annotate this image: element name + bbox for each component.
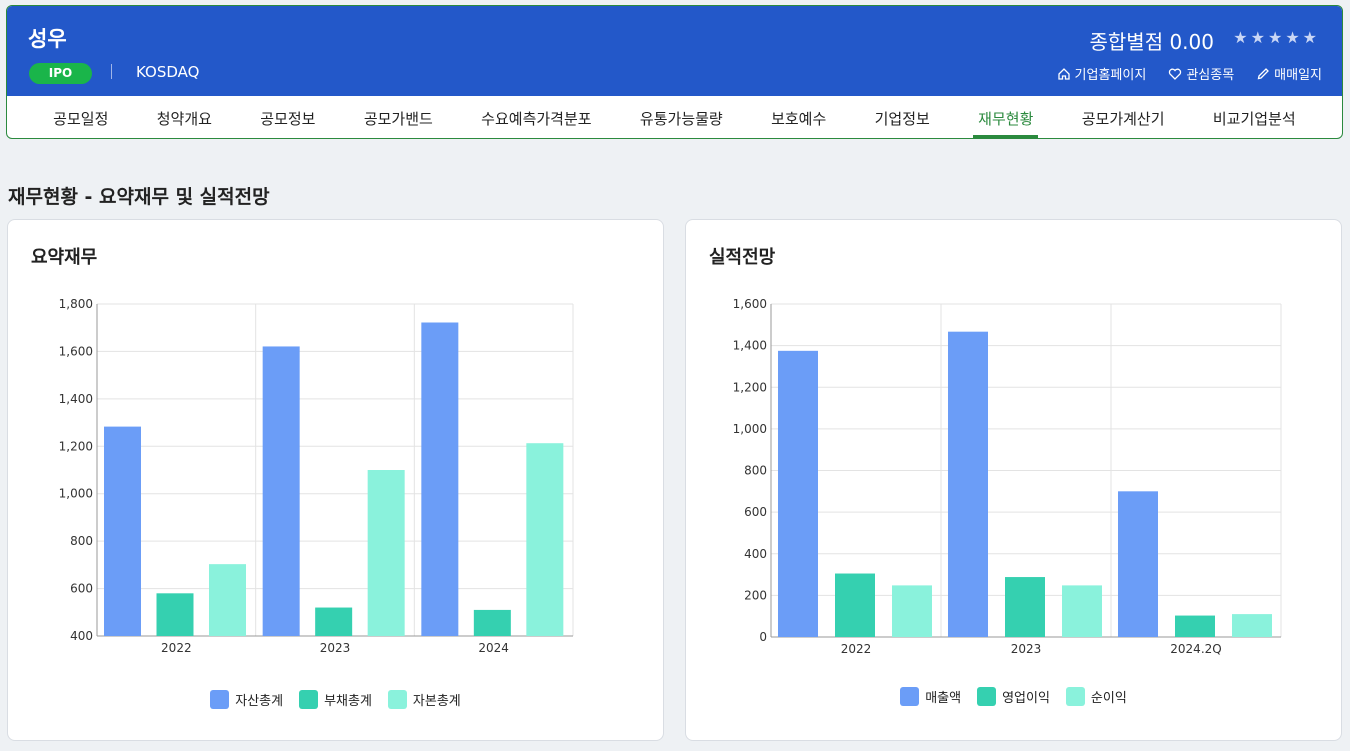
y-tick-label: 1,400 bbox=[59, 392, 93, 406]
homepage-link[interactable]: 기업홈페이지 bbox=[1057, 64, 1147, 83]
trade-journal-link-label: 매매일지 bbox=[1274, 68, 1322, 83]
x-tick-label: 2023 bbox=[320, 641, 351, 655]
x-tick-label: 2024 bbox=[478, 641, 509, 655]
ipo-badge: IPO bbox=[29, 63, 92, 84]
pencil-icon bbox=[1257, 67, 1270, 79]
legend-item[interactable]: 자산총계 bbox=[210, 690, 283, 709]
chart-title: 실적전망 bbox=[709, 247, 776, 268]
y-tick-label: 1,000 bbox=[733, 422, 767, 436]
legend-swatch bbox=[1065, 687, 1085, 706]
earnings-outlook-card: 실적전망 0 200 400 600 800 1,000 1,200 1,400 1,600 20… bbox=[685, 219, 1342, 741]
bar-순이익-2022[interactable] bbox=[892, 585, 932, 637]
y-tick-label: 1,800 bbox=[59, 297, 93, 311]
legend-label: 영업이익 bbox=[1002, 691, 1050, 706]
tab-6[interactable]: 유통가능물량 bbox=[639, 110, 723, 128]
watchlist-link[interactable]: 관심종목 bbox=[1168, 64, 1234, 83]
bar-자산총계-2024[interactable] bbox=[421, 322, 459, 636]
legend-label: 순이익 bbox=[1090, 691, 1127, 706]
total-score: 종합별점 0.00 bbox=[1089, 30, 1215, 54]
ipo-header: 성우 IPO KOSDAQ 종합별점 0.00 ★★★★★ 기업홈페이지 관심종… bbox=[6, 5, 1343, 139]
summary-financials-chart: 400 600 800 1,000 1,200 1,400 1,600 1,800 2022 20… bbox=[59, 297, 574, 655]
legend-item[interactable]: 자본총계 bbox=[387, 690, 461, 709]
x-tick-label: 2022 bbox=[161, 641, 192, 655]
legend-item[interactable]: 매출액 bbox=[900, 687, 961, 706]
tab-4[interactable]: 공모가밴드 bbox=[363, 110, 433, 128]
legend-swatch bbox=[900, 687, 920, 706]
legend-label: 자본총계 bbox=[412, 694, 461, 709]
y-tick-label: 1,000 bbox=[59, 487, 93, 501]
legend-item[interactable]: 순이익 bbox=[1065, 687, 1127, 706]
header-banner: 성우 IPO KOSDAQ 종합별점 0.00 ★★★★★ 기업홈페이지 관심종… bbox=[7, 6, 1342, 96]
bar-순이익-2024.2Q[interactable] bbox=[1232, 614, 1272, 637]
bar-매출액-2023[interactable] bbox=[948, 331, 988, 637]
tab-7[interactable]: 보호예수 bbox=[771, 110, 827, 128]
bar-자본총계-2023[interactable] bbox=[367, 470, 405, 636]
tab-8[interactable]: 기업정보 bbox=[874, 110, 930, 128]
y-tick-label: 1,600 bbox=[733, 297, 767, 311]
y-tick-label: 800 bbox=[744, 464, 767, 478]
bar-순이익-2023[interactable] bbox=[1062, 585, 1102, 637]
watchlist-link-label: 관심종목 bbox=[1186, 68, 1235, 83]
bar-매출액-2022[interactable] bbox=[778, 350, 818, 637]
header-links: 기업홈페이지 관심종목 매매일지 bbox=[1057, 64, 1322, 83]
bar-부채총계-2022[interactable] bbox=[156, 593, 194, 636]
legend-swatch bbox=[210, 690, 230, 709]
trade-journal-link[interactable]: 매매일지 bbox=[1256, 64, 1322, 83]
bar-자본총계-2024[interactable] bbox=[526, 443, 564, 636]
chart-legend: 자산총계 부채총계 자본총계 bbox=[8, 690, 663, 709]
bar-자산총계-2022[interactable] bbox=[104, 426, 141, 636]
market-label: KOSDAQ bbox=[136, 63, 200, 81]
summary-financials-card: 요약재무 400 600 800 1,000 1,200 1,400 1,600 1,800 2… bbox=[7, 219, 664, 741]
star-rating[interactable]: ★★★★★ bbox=[1233, 28, 1320, 47]
tab-5[interactable]: 수요예측가격분포 bbox=[481, 110, 592, 128]
legend-label: 자산총계 bbox=[235, 694, 284, 709]
company-name: 성우 bbox=[28, 27, 67, 51]
x-tick-label: 2022 bbox=[841, 642, 872, 656]
tab-10[interactable]: 공모가계산기 bbox=[1081, 110, 1165, 128]
y-tick-label: 1,200 bbox=[59, 439, 93, 453]
x-tick-label: 2024.2Q bbox=[1170, 642, 1221, 656]
tab-2[interactable]: 청약개요 bbox=[156, 110, 212, 128]
home-icon bbox=[1057, 67, 1070, 80]
bar-자본총계-2022[interactable] bbox=[209, 564, 246, 636]
bar-부채총계-2024[interactable] bbox=[473, 609, 511, 636]
x-tick-label: 2023 bbox=[1011, 642, 1042, 656]
chart-legend: 매출액 영업이익 순이익 bbox=[686, 687, 1341, 706]
y-tick-label: 0 bbox=[759, 630, 767, 644]
earnings-outlook-chart: 0 200 400 600 800 1,000 1,200 1,400 1,600 2022 202… bbox=[733, 297, 1282, 656]
legend-label: 매출액 bbox=[925, 691, 962, 706]
y-tick-label: 1,400 bbox=[733, 339, 767, 353]
y-tick-label: 200 bbox=[744, 588, 767, 602]
tab-bar: 공모일정 청약개요 공모정보 공모가밴드 수요예측가격분포 유통가능물량 보호예수 기업정보 재… bbox=[7, 96, 1342, 138]
homepage-link-label: 기업홈페이지 bbox=[1074, 68, 1147, 83]
bar-부채총계-2023[interactable] bbox=[315, 607, 353, 636]
tab-3[interactable]: 공모정보 bbox=[260, 110, 316, 128]
header-divider bbox=[111, 64, 112, 79]
legend-item[interactable]: 부채총계 bbox=[299, 690, 372, 709]
legend-swatch bbox=[387, 690, 407, 709]
section-title: 재무현황 - 요약재무 및 실적전망 bbox=[8, 186, 270, 208]
bar-영업이익-2024.2Q[interactable] bbox=[1175, 615, 1215, 637]
bar-자산총계-2023[interactable] bbox=[262, 346, 300, 636]
y-tick-label: 1,600 bbox=[59, 344, 93, 358]
legend-swatch bbox=[977, 687, 997, 706]
tab-9[interactable]: 재무현황 bbox=[973, 96, 1039, 138]
bar-영업이익-2023[interactable] bbox=[1005, 577, 1045, 637]
y-tick-label: 600 bbox=[744, 505, 767, 519]
y-tick-label: 1,200 bbox=[733, 380, 767, 394]
y-tick-label: 400 bbox=[70, 629, 93, 643]
heart-icon bbox=[1169, 68, 1182, 80]
bar-영업이익-2022[interactable] bbox=[835, 573, 875, 637]
y-tick-label: 400 bbox=[744, 547, 767, 561]
legend-swatch bbox=[299, 690, 319, 709]
bar-매출액-2024.2Q[interactable] bbox=[1118, 491, 1158, 637]
y-tick-label: 600 bbox=[70, 582, 93, 596]
legend-item[interactable]: 영업이익 bbox=[977, 687, 1050, 706]
y-tick-label: 800 bbox=[70, 534, 93, 548]
chart-title: 요약재무 bbox=[31, 247, 98, 268]
legend-label: 부채총계 bbox=[324, 694, 372, 709]
tab-1[interactable]: 공모일정 bbox=[53, 110, 109, 128]
tab-11[interactable]: 비교기업분석 bbox=[1212, 110, 1296, 128]
